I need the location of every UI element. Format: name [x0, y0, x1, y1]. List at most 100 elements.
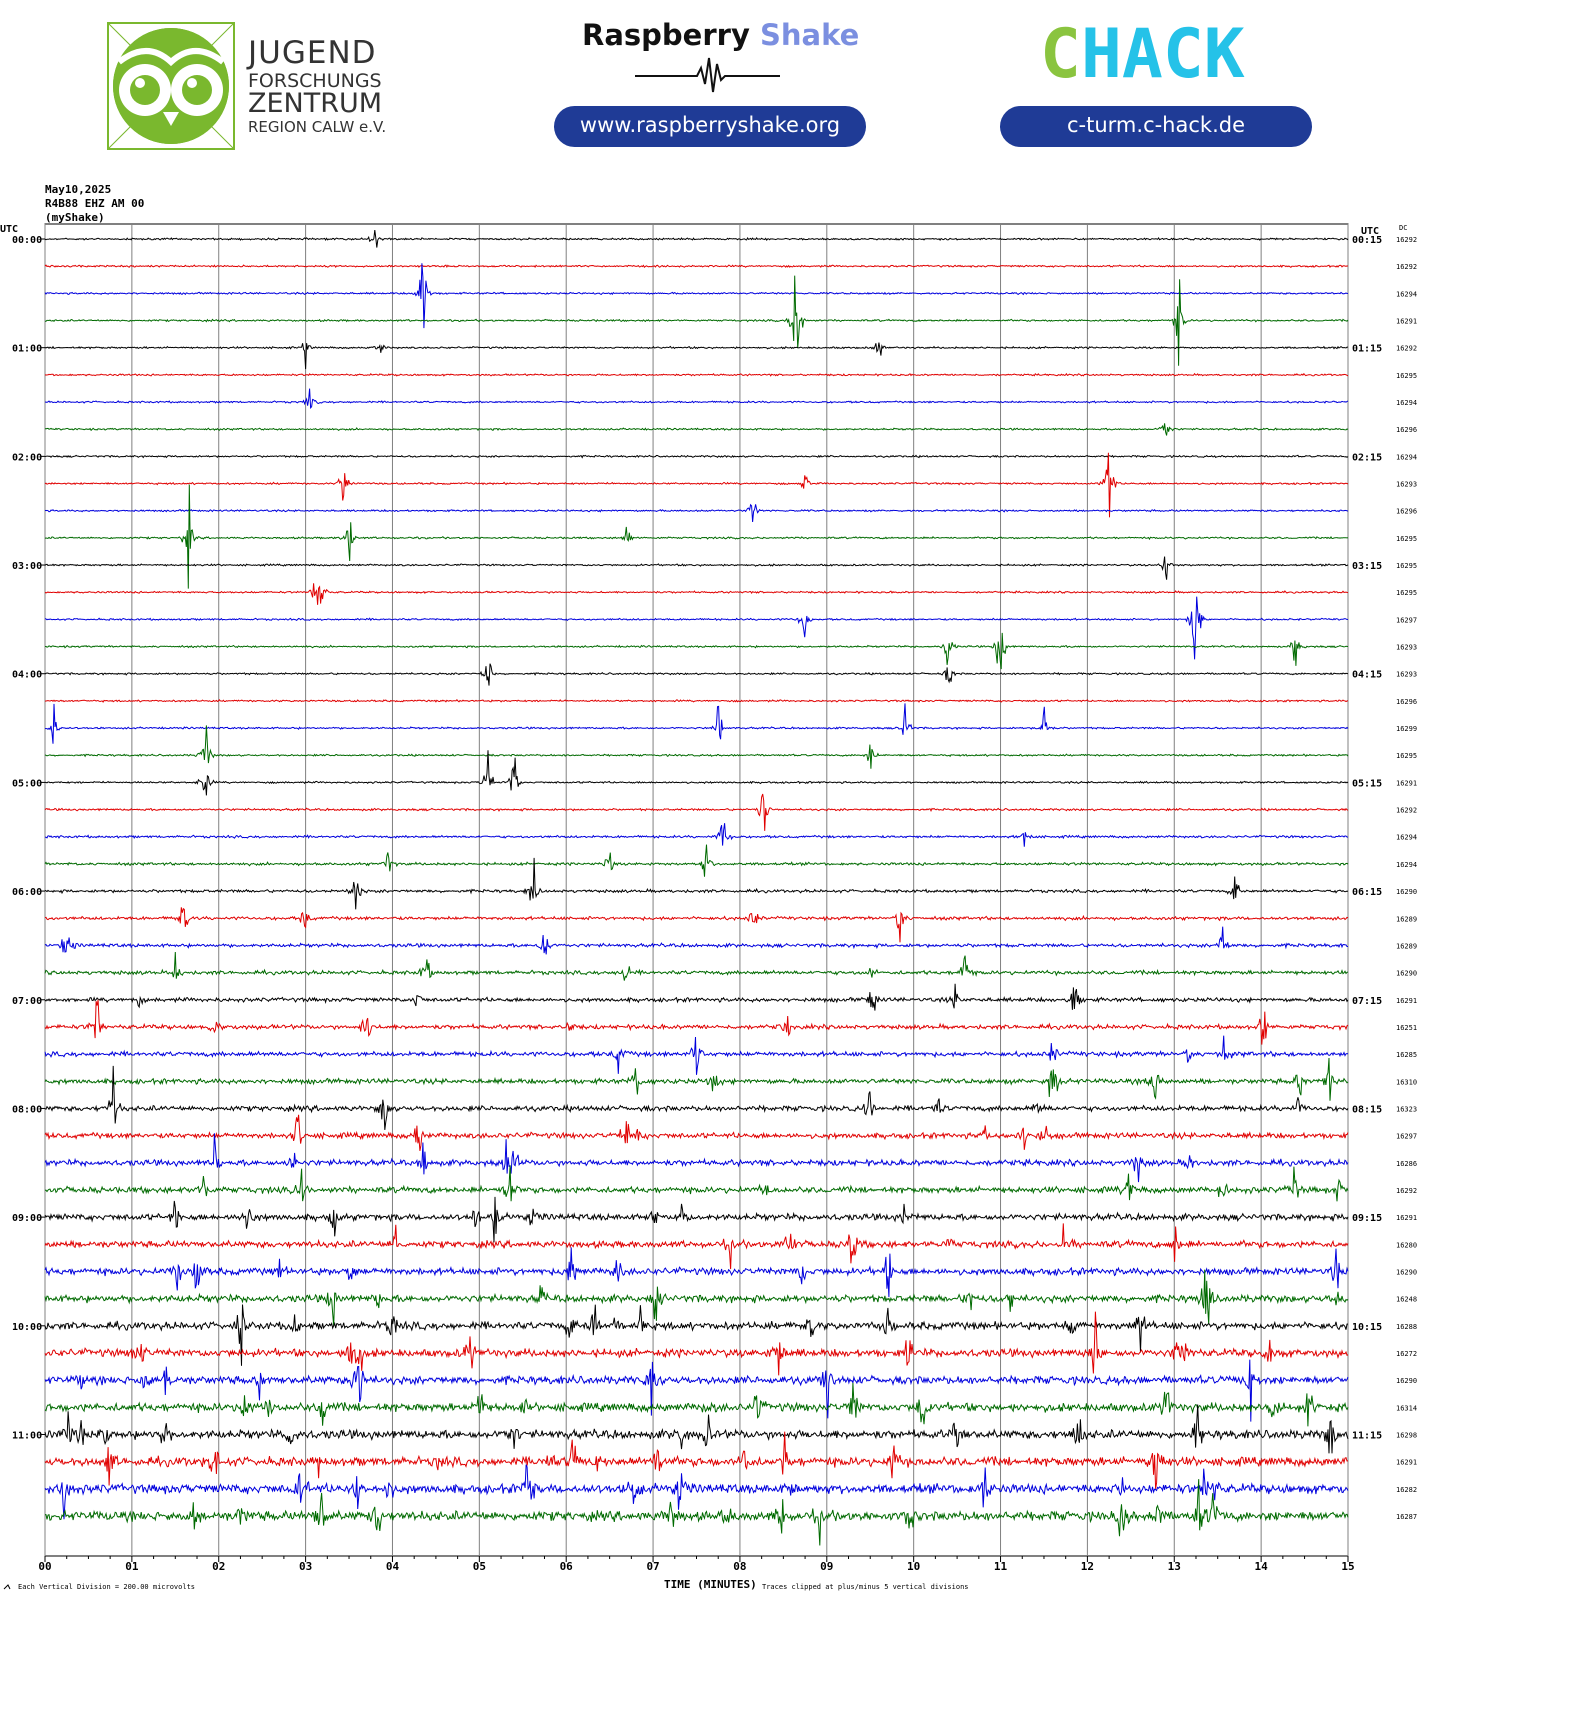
x-tick-label: 09 — [820, 1560, 833, 1573]
seismic-trace — [45, 1479, 1349, 1546]
seismic-trace — [44, 699, 1349, 703]
x-tick-label: 14 — [1255, 1560, 1269, 1573]
seismic-trace — [44, 452, 1349, 518]
dc-value: 16294 — [1396, 453, 1417, 461]
footer-right-note: Traces clipped at plus/minus 5 vertical … — [762, 1583, 969, 1591]
seismic-trace — [44, 663, 1349, 686]
left-time-label: 02:00 — [12, 452, 42, 463]
x-tick-label: 06 — [560, 1560, 574, 1573]
seismic-trace — [44, 1035, 1349, 1075]
x-tick-label: 13 — [1168, 1560, 1181, 1573]
dc-value: 16287 — [1396, 1513, 1417, 1521]
dc-value: 16292 — [1396, 1187, 1417, 1195]
dc-value: 16292 — [1396, 263, 1417, 271]
seismic-trace — [44, 1165, 1349, 1202]
seismic-trace — [44, 823, 1349, 847]
seismic-trace — [44, 1311, 1349, 1376]
chart-traces — [44, 230, 1349, 1546]
right-time-label: 03:15 — [1352, 561, 1382, 572]
dc-value: 16294 — [1396, 834, 1417, 842]
chack-hack: HACK — [1080, 15, 1245, 94]
right-time-label: 08:15 — [1352, 1104, 1382, 1115]
dc-value: 16291 — [1396, 1459, 1417, 1467]
footer-left-note: Each Vertical Division = 200.00 microvol… — [18, 1583, 195, 1591]
jfz-line3: ZENTRUM — [248, 88, 383, 119]
seismic-trace — [44, 1304, 1349, 1366]
right-time-label: 11:15 — [1352, 1430, 1382, 1441]
x-tick-label: 03 — [299, 1560, 312, 1573]
dc-value: 16295 — [1396, 372, 1417, 380]
seismic-trace — [44, 999, 1349, 1045]
seismic-trace — [44, 388, 1349, 409]
seismic-trace — [45, 275, 1349, 366]
dc-header: DC — [1399, 224, 1407, 232]
x-tick-label: 15 — [1341, 1560, 1354, 1573]
seismic-trace — [44, 423, 1349, 436]
left-time-label: 03:00 — [12, 561, 42, 572]
seismic-trace — [44, 951, 1349, 981]
dc-value: 16291 — [1396, 318, 1417, 326]
dc-value: 16296 — [1396, 698, 1417, 706]
dc-value: 16294 — [1396, 399, 1417, 407]
seismic-trace — [44, 1464, 1349, 1520]
x-tick-label: 04 — [386, 1560, 400, 1573]
dc-value: 16291 — [1396, 1214, 1417, 1222]
seismic-trace — [44, 844, 1349, 877]
left-time-label: 08:00 — [12, 1104, 42, 1115]
chart-title-date: May10,2025 — [45, 183, 112, 196]
seismic-trace — [44, 1133, 1349, 1183]
seismic-trace — [44, 484, 1349, 589]
dc-value: 16292 — [1396, 807, 1417, 815]
right-time-label: 07:15 — [1352, 996, 1382, 1007]
x-tick-label: 07 — [646, 1560, 659, 1573]
seismic-trace — [44, 1196, 1349, 1243]
dc-value: 16298 — [1396, 1431, 1417, 1439]
x-tick-label: 05 — [473, 1560, 486, 1573]
raspberry-url-link[interactable]: www.raspberryshake.org — [554, 106, 866, 147]
right-time-label: 09:15 — [1352, 1213, 1382, 1224]
dc-value: 16290 — [1396, 1377, 1417, 1385]
seismic-wave-icon — [635, 57, 780, 93]
seismic-trace — [44, 725, 1349, 769]
seismic-trace — [44, 750, 1349, 796]
left-time-label: 05:00 — [12, 778, 42, 789]
seismic-trace — [44, 1247, 1349, 1298]
left-time-label: 04:00 — [12, 670, 42, 681]
seismic-trace — [44, 1269, 1349, 1327]
dc-value: 16295 — [1396, 535, 1417, 543]
x-tick-label: 08 — [733, 1560, 746, 1573]
x-tick-label: 12 — [1081, 1560, 1094, 1573]
seismic-trace — [44, 1114, 1349, 1151]
right-time-label: 10:15 — [1352, 1322, 1382, 1333]
x-tick-label: 10 — [907, 1560, 920, 1573]
seismic-trace — [44, 632, 1349, 670]
seismic-trace — [44, 263, 1349, 329]
shake-word: Shake — [759, 18, 860, 52]
right-axis-header: UTC — [1361, 226, 1379, 237]
x-tick-label: 02 — [212, 1560, 225, 1573]
left-axis-header: UTC — [0, 224, 18, 235]
corner-mark-icon — [3, 1584, 11, 1590]
chack-url-link[interactable]: c-turm.c-hack.de — [1000, 106, 1312, 147]
seismic-trace — [44, 857, 1349, 910]
dc-value: 16290 — [1396, 888, 1417, 896]
dc-value: 16286 — [1396, 1160, 1417, 1168]
seismic-trace — [44, 372, 1349, 377]
left-time-label: 10:00 — [12, 1322, 42, 1333]
seismic-trace — [44, 793, 1349, 831]
seismic-trace — [44, 583, 1349, 605]
left-time-label: 06:00 — [12, 887, 42, 898]
dc-value: 16293 — [1396, 644, 1417, 652]
chart-title-station: R4B88 EHZ AM 00 — [45, 197, 145, 210]
seismic-trace — [44, 1223, 1349, 1270]
dc-value: 16290 — [1396, 970, 1417, 978]
seismic-trace — [44, 1431, 1349, 1489]
jfz-logo: JUGEND FORSCHUNGS ZENTRUM REGION CALW e.… — [107, 22, 407, 152]
dc-value: 16251 — [1396, 1024, 1417, 1032]
dc-value: 16299 — [1396, 725, 1417, 733]
owl-icon — [107, 22, 235, 150]
dc-value: 16285 — [1396, 1051, 1417, 1059]
chart-frame — [44, 223, 1349, 1557]
dc-value: 16292 — [1396, 236, 1417, 244]
